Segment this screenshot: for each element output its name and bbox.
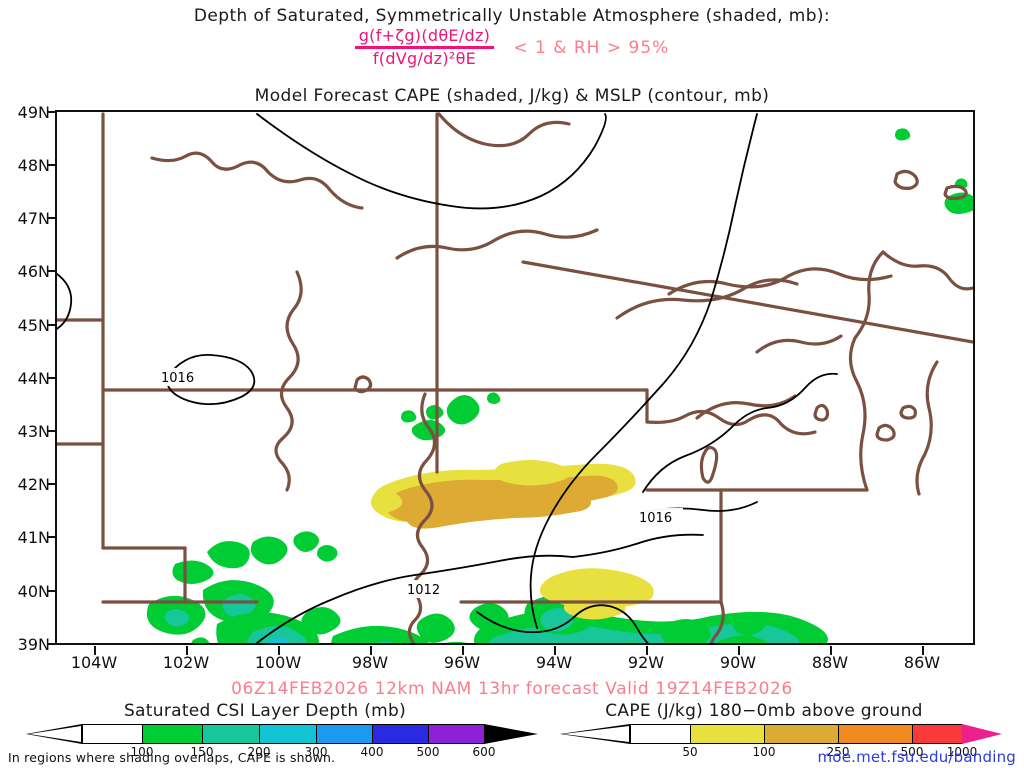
map-plot-area[interactable]: 1016 1016 1012 (55, 110, 975, 645)
lat-label-46n: 46N (17, 262, 50, 281)
lat-label-41n: 41N (17, 528, 50, 547)
colorbar-cape-seg-4 (912, 724, 962, 744)
overlap-note: In regions where shading overlaps, CAPE … (8, 750, 336, 765)
lat-label-42n: 42N (17, 475, 50, 494)
map-canvas: 1016 1016 1012 (57, 112, 973, 643)
lat-label-44n: 44N (17, 369, 50, 388)
colorbar-csi-tick-400: 400 (360, 745, 384, 759)
lon-tick-86w (922, 646, 924, 655)
colorbar-csi-seg-0 (82, 724, 142, 744)
contour-label-1016-west: 1016 (161, 371, 194, 386)
lon-tick-102w (186, 646, 188, 655)
lon-tick-98w (370, 646, 372, 655)
colorbar-cape-tick-50: 50 (682, 745, 698, 759)
contour-label-1012: 1012 (407, 583, 440, 598)
lon-label-88w: 88W (811, 653, 849, 672)
formula-numerator: g(f+ζg)(dθE/dz) (354, 27, 495, 49)
colorbar-cape-arrow-low-fill (563, 726, 629, 742)
colorbar-cape-arrow-high (962, 724, 1002, 744)
lon-label-90w: 90W (719, 653, 757, 672)
lon-label-86w: 86W (903, 653, 941, 672)
lon-label-92w: 92W (627, 653, 665, 672)
lat-label-48n: 48N (17, 156, 50, 175)
lon-tick-88w (830, 646, 832, 655)
lon-label-102w: 102W (162, 653, 210, 672)
colorbar-cape-tick-1000: 1000 (946, 745, 978, 759)
colorbar-csi-seg-6 (428, 724, 484, 744)
colorbar-cape-seg-2 (764, 724, 838, 744)
lon-label-94w: 94W (535, 653, 573, 672)
page-subtitle: Model Forecast CAPE (shaded, J/kg) & MSL… (254, 86, 770, 106)
lon-tick-94w (554, 646, 556, 655)
lon-tick-104w (94, 646, 96, 655)
lat-tick-40n (48, 590, 57, 592)
colorbar-csi-seg-3 (259, 724, 316, 744)
lon-tick-90w (738, 646, 740, 655)
colorbar-csi-tick-600: 600 (472, 745, 496, 759)
lat-label-45n: 45N (17, 316, 50, 335)
lon-label-100w: 100W (254, 653, 302, 672)
page-title: Depth of Saturated, Symmetrically Unstab… (193, 6, 831, 26)
lat-label-39n: 39N (17, 635, 50, 654)
contour-label-group: 1016 1016 1012 (159, 368, 683, 598)
forecast-valid-line: 06Z14FEB2026 12km NAM 13hr forecast Vali… (231, 679, 793, 699)
colorbar-csi-arrow-low-fill (29, 726, 81, 742)
lat-label-43n: 43N (17, 422, 50, 441)
lat-label-49n: 49N (17, 103, 50, 122)
formula-condition: < 1 & RH > 95% (513, 37, 670, 58)
colorbar-cape-seg-1 (690, 724, 764, 744)
lat-tick-45n (48, 324, 57, 326)
colorbar-csi-tick-200: 200 (247, 745, 271, 759)
formula-container: g(f+ζg)(dθE/dz) f(dVg/dz)²θE < 1 & RH > … (0, 27, 1024, 68)
colorbar-cape-seg-3 (838, 724, 912, 744)
colorbar-csi-tick-300: 300 (304, 745, 328, 759)
colorbar-csi-tick-150: 150 (190, 745, 214, 759)
lon-label-96w: 96W (443, 653, 481, 672)
lon-tick-96w (462, 646, 464, 655)
lat-tick-46n (48, 270, 57, 272)
colorbar-cape-tick-100: 100 (752, 745, 776, 759)
lat-tick-39n (48, 643, 57, 645)
formula-fraction: g(f+ζg)(dθE/dz) f(dVg/dz)²θE (354, 27, 495, 68)
colorbar-left-title: Saturated CSI Layer Depth (mb) (123, 701, 407, 721)
lat-tick-44n (48, 377, 57, 379)
lat-tick-42n (48, 483, 57, 485)
lon-tick-92w (646, 646, 648, 655)
colorbar-csi-tick-100: 100 (130, 745, 154, 759)
colorbar-csi-seg-1 (142, 724, 202, 744)
lat-label-47n: 47N (17, 209, 50, 228)
formula-denominator: f(dVg/dz)²θE (372, 48, 477, 68)
colorbar-cape[interactable]: 50 100 250 500 1000 (560, 724, 1002, 759)
lat-tick-49n (48, 111, 57, 113)
mslp-contours (57, 113, 838, 643)
colorbar-csi-seg-4 (316, 724, 372, 744)
colorbar-csi-seg-5 (372, 724, 428, 744)
lon-tick-100w (278, 646, 280, 655)
colorbar-csi-seg-2 (202, 724, 259, 744)
colorbar-csi-tick-500: 500 (416, 745, 440, 759)
colorbar-right-title: CAPE (J/kg) 180−0mb above ground (605, 701, 923, 721)
colorbar-cape-seg-0 (630, 724, 690, 744)
colorbar-cape-tick-250: 250 (826, 745, 850, 759)
lon-label-104w: 104W (70, 653, 118, 672)
contour-label-1016-east: 1016 (639, 511, 672, 526)
lon-label-98w: 98W (351, 653, 389, 672)
csi-shading-layer (146, 128, 973, 643)
state-borders (57, 112, 973, 643)
lat-tick-48n (48, 164, 57, 166)
colorbar-csi-arrow-high (484, 724, 538, 744)
lat-tick-43n (48, 430, 57, 432)
source-url-link[interactable]: moe.met.fsu.edu/banding (817, 748, 1016, 766)
colorbar-csi[interactable]: 100 150 200 300 400 500 600 (26, 724, 538, 759)
lat-tick-41n (48, 536, 57, 538)
colorbar-cape-tick-500: 500 (900, 745, 924, 759)
lat-label-40n: 40N (17, 582, 50, 601)
lat-tick-47n (48, 217, 57, 219)
